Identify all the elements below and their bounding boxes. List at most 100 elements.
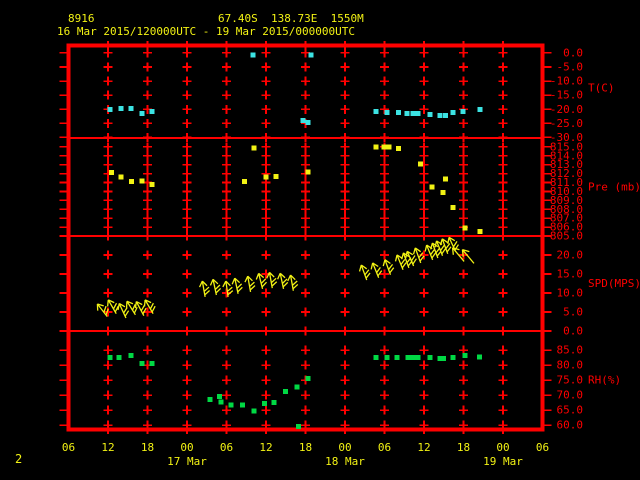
pressure-tick-label: 814.0 xyxy=(550,149,583,162)
hour-label: 12 xyxy=(259,441,272,454)
wind-barb xyxy=(255,272,268,290)
wind-barb xyxy=(412,247,425,264)
temperature-point xyxy=(250,52,256,58)
wind-barb xyxy=(287,274,299,291)
temperature-point xyxy=(373,109,379,115)
wind-barb xyxy=(198,280,211,297)
pressure-tick-label: 809.0 xyxy=(550,194,583,207)
pressure-tick-label: 806.0 xyxy=(550,221,583,234)
pressure-point xyxy=(305,169,311,175)
temperature-axis-title: T(C) xyxy=(588,82,615,95)
temperature-point xyxy=(395,110,401,116)
humidity-point xyxy=(462,353,468,359)
wind-barb xyxy=(451,247,465,262)
humidity-point xyxy=(218,399,224,405)
temperature-point xyxy=(139,110,145,116)
wind_speed-tick-label: 15.0 xyxy=(557,268,584,281)
pressure-point xyxy=(477,229,483,235)
temperature-tick-label: -15.0 xyxy=(550,89,583,102)
wind-barb xyxy=(231,277,243,294)
pressure-point xyxy=(386,144,392,150)
humidity-tick-label: 80.0 xyxy=(557,359,584,372)
hour-label: 18 xyxy=(141,441,154,454)
pressure-point xyxy=(149,181,155,187)
humidity-point xyxy=(271,400,277,406)
wind-barb xyxy=(222,280,234,297)
wind-barb xyxy=(134,300,147,316)
hour-label: 00 xyxy=(338,441,351,454)
wind-barb xyxy=(358,264,371,281)
temperature-point xyxy=(107,107,113,113)
humidity-tick-label: 70.0 xyxy=(557,389,584,402)
temperature-point xyxy=(128,106,134,112)
hour-label: 06 xyxy=(536,441,549,454)
wind-barb xyxy=(370,262,383,278)
pressure-tick-label: 815.0 xyxy=(550,140,583,153)
wind-barb xyxy=(107,299,119,315)
humidity-tick-label: 60.0 xyxy=(557,419,584,432)
humidity-point xyxy=(373,355,379,361)
temperature-tick-label: -30.0 xyxy=(550,131,583,144)
date-label: 18 Mar xyxy=(325,455,365,468)
wind_speed-tick-label: 10.0 xyxy=(557,287,584,300)
pressure-point xyxy=(273,173,279,179)
wind-barb xyxy=(96,303,109,318)
humidity-axis-title: RH(%) xyxy=(588,374,621,387)
temperature-point xyxy=(443,112,449,118)
wind_speed-tick-label: 0.0 xyxy=(563,325,583,338)
humidity-point xyxy=(450,355,456,361)
wind-barb xyxy=(394,254,407,271)
pressure-point xyxy=(381,144,387,150)
date-label: 17 Mar xyxy=(167,455,207,468)
temperature-point xyxy=(415,110,421,116)
temperature-point xyxy=(118,106,124,112)
wind_speed-tick-label: 20.0 xyxy=(557,249,584,262)
pressure-point xyxy=(118,174,124,180)
pressure-point xyxy=(443,176,449,182)
humidity-point xyxy=(295,424,301,430)
temperature-point xyxy=(300,118,306,124)
wind-barb xyxy=(277,272,289,290)
humidity-point xyxy=(216,394,222,400)
plot-time-range: 16 Mar 2015/120000UTC - 19 Mar 2015/0000… xyxy=(57,25,356,38)
pressure-point xyxy=(450,204,456,210)
pressure-point xyxy=(129,179,135,185)
hour-label: 06 xyxy=(62,441,75,454)
pressure-point xyxy=(139,178,145,184)
time-axis-labels: 06 12 18 00 06 12 18 00 06 12 18 00 06 17 Mar 18 Mar 19… xyxy=(62,441,549,468)
pressure-point xyxy=(418,161,424,167)
temperature-point xyxy=(410,110,416,116)
hour-label: 18 xyxy=(299,441,312,454)
humidity-point xyxy=(384,355,390,361)
humidity-point xyxy=(228,402,234,408)
pressure-point xyxy=(462,225,468,231)
pressure-point xyxy=(251,145,257,151)
pressure-point xyxy=(241,179,247,185)
pressure-tick-label: 805.0 xyxy=(550,230,583,243)
date-label: 19 Mar xyxy=(483,455,523,468)
humidity-point xyxy=(437,356,443,362)
humidity-point xyxy=(207,397,213,403)
humidity-point xyxy=(262,401,268,407)
humidity-point xyxy=(139,361,145,367)
humidity-point xyxy=(476,354,482,360)
humidity-point xyxy=(239,402,245,408)
humidity-point xyxy=(410,355,416,361)
pressure-point xyxy=(395,146,401,152)
humidity-point xyxy=(405,355,411,361)
temperature-point xyxy=(427,112,433,118)
temperature-point xyxy=(437,112,443,118)
wind-barb xyxy=(125,300,138,316)
hour-label: 18 xyxy=(457,441,470,454)
temperature-point xyxy=(384,110,390,116)
wind-barb xyxy=(439,238,452,255)
pressure-tick-label: 811.0 xyxy=(550,176,583,189)
pressure-tick-label: 812.0 xyxy=(550,167,583,180)
wind-barb xyxy=(447,236,459,253)
wind-barb xyxy=(461,248,475,264)
page-number: 2 xyxy=(15,452,23,466)
wind-barb xyxy=(434,240,447,256)
temperature-tick-label: -25.0 xyxy=(550,117,583,130)
grid-ticks xyxy=(59,41,552,434)
humidity-point xyxy=(394,355,400,361)
